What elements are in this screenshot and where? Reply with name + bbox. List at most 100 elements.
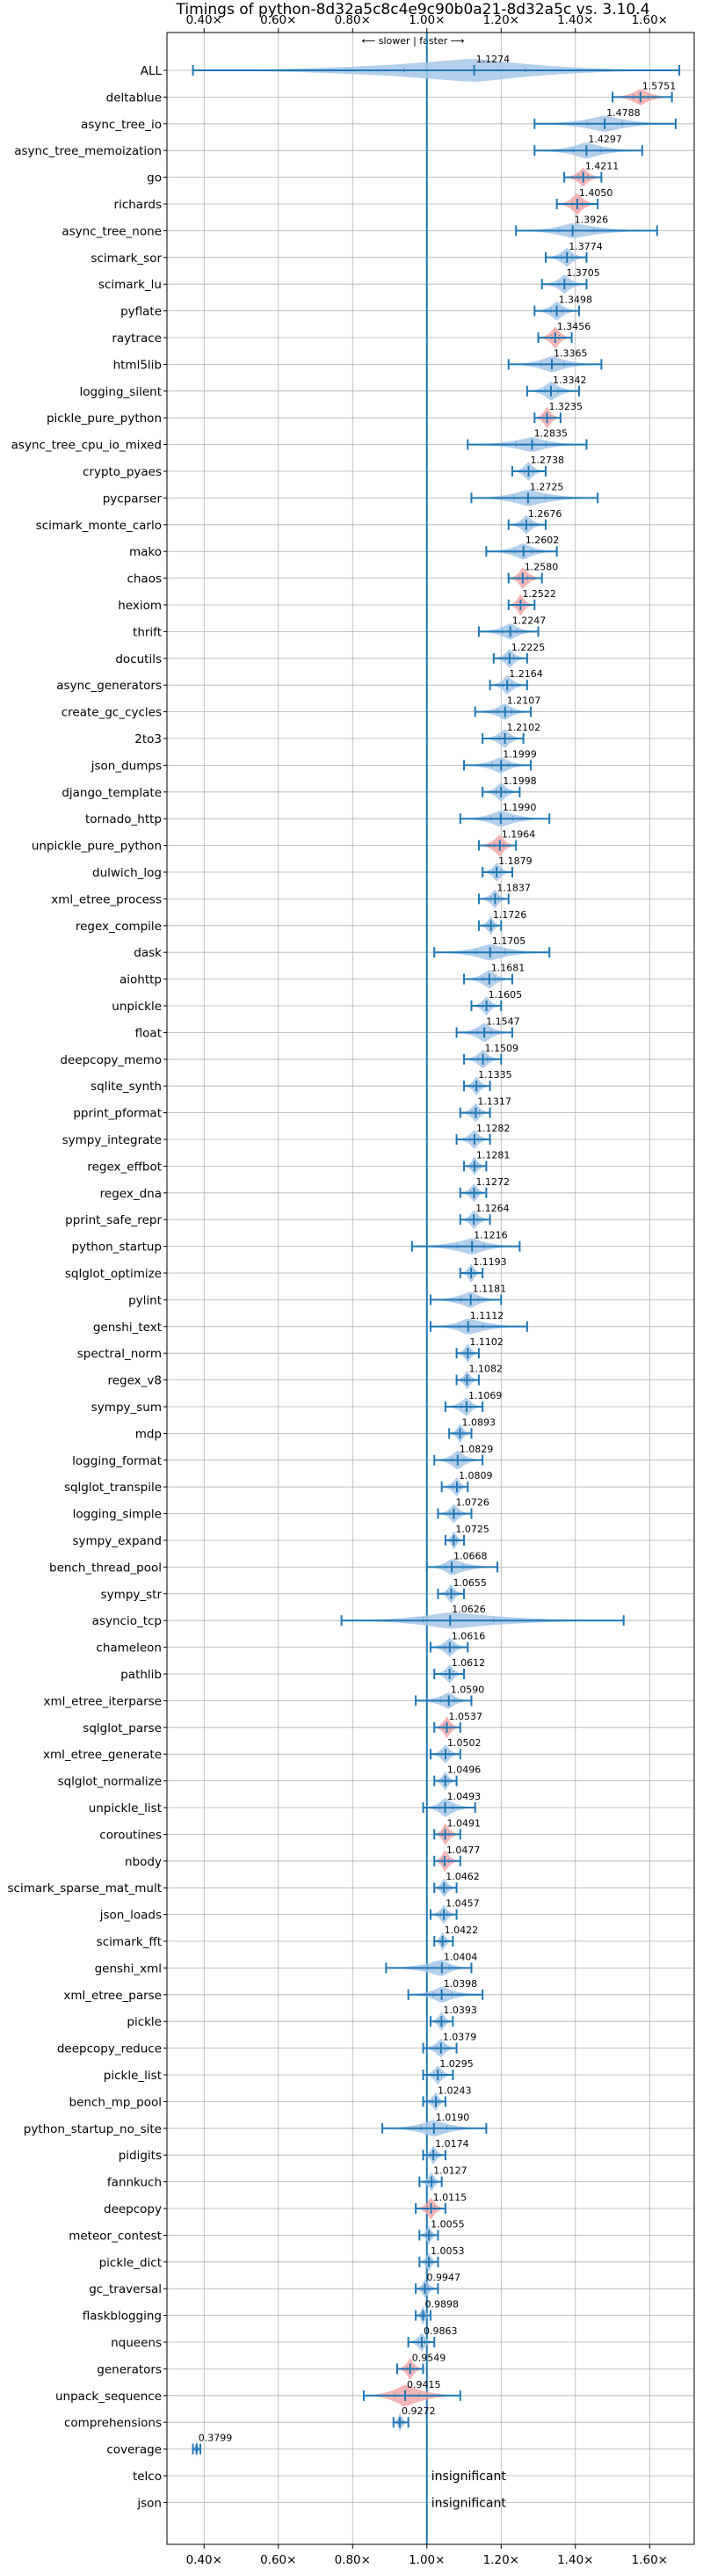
benchmark-label: scimark_fft (97, 1935, 162, 1949)
median-value-label: 1.1082 (468, 1364, 503, 1375)
benchmark-label: sqlglot_transpile (64, 1481, 162, 1495)
benchmark-label: dask (134, 946, 162, 960)
x-tick-label-bottom: 1.20× (483, 2553, 519, 2567)
benchmark-row: sqlglot_normalize 1.0496 (58, 1765, 482, 1791)
benchmark-row: docutils 1.2225 (115, 642, 545, 668)
benchmark-row: unpickle_pure_python 1.1964 (32, 829, 535, 856)
benchmark-row: xml_etree_process 1.1837 (51, 882, 531, 909)
benchmark-row: mdp 1.0893 (135, 1416, 496, 1444)
benchmark-label: xml_etree_process (51, 892, 162, 906)
benchmark-label: deltablue (106, 91, 162, 105)
median-value-label: 1.1837 (496, 882, 531, 893)
median-value-label: 1.0462 (446, 1871, 480, 1882)
benchmark-row: scimark_monte_carlo 1.2676 (36, 508, 562, 535)
median-value-label: 1.1705 (492, 935, 526, 947)
benchmark-row: pickle_list 1.0295 (104, 2058, 474, 2085)
benchmark-row: crypto_pyaes 1.2738 (83, 455, 564, 481)
benchmark-label: richards (114, 198, 162, 212)
benchmark-label: scimark_sparse_mat_mult (8, 1881, 162, 1896)
benchmark-label: bench_mp_pool (69, 2095, 162, 2109)
benchmark-label: python_startup_no_site (24, 2122, 162, 2136)
benchmark-label: pprint_pformat (73, 1107, 162, 1121)
benchmark-row: genshi_xml 1.0404 (95, 1951, 478, 1976)
median-value-label: 1.3705 (566, 267, 600, 279)
median-value-label: 1.1335 (478, 1069, 512, 1081)
benchmark-row: regex_effbot 1.1281 (87, 1149, 510, 1176)
benchmark-row: pickle_pure_python 1.3235 (47, 401, 583, 429)
median-value-label: 1.0612 (452, 1657, 486, 1669)
benchmark-row: pathlib 1.0612 (120, 1657, 485, 1684)
benchmark-label: sqlglot_optimize (65, 1267, 162, 1281)
benchmark-label: logging_simple (73, 1508, 162, 1522)
benchmark-row: spectral_norm 1.1102 (77, 1336, 504, 1363)
benchmark-label: thrift (133, 625, 162, 639)
x-tick-label-bottom: 0.40× (186, 2553, 222, 2567)
benchmark-label: django_template (62, 786, 162, 800)
benchmark-row: pycparser 1.2725 (103, 481, 599, 506)
benchmark-row: sympy_expand 1.0725 (72, 1524, 489, 1550)
plot-frame (166, 32, 695, 2545)
benchmark-label: spectral_norm (77, 1347, 162, 1361)
benchmark-row: dulwich_log 1.1879 (92, 855, 533, 882)
benchmark-label: genshi_text (93, 1321, 162, 1335)
benchmark-row: scimark_lu 1.3705 (98, 267, 600, 294)
median-value-label: 1.2102 (507, 722, 541, 733)
benchmark-row: comprehensions 0.9272 (64, 2405, 436, 2432)
benchmark-row: go 1.4211 (147, 161, 619, 187)
benchmark-label: chameleon (96, 1641, 162, 1655)
benchmark-row: xml_etree_iterparse 1.0590 (44, 1684, 484, 1709)
benchmark-row: deepcopy 1.0115 (104, 2192, 467, 2220)
median-value-label: 0.9272 (402, 2405, 436, 2417)
benchmark-label: pathlib (120, 1668, 162, 1682)
benchmark-label: pickle_list (104, 2069, 162, 2083)
median-value-label: 1.0829 (460, 1444, 494, 1455)
median-value-label: 1.0127 (433, 2165, 467, 2177)
insignificant-label: insignificant (431, 2496, 507, 2510)
benchmark-label: python_startup (71, 1241, 162, 1255)
median-value-label: 1.0496 (447, 1765, 482, 1776)
median-value-label: 1.0295 (439, 2058, 474, 2070)
median-value-label: 1.2107 (507, 695, 541, 707)
benchmark-label: coroutines (99, 1828, 162, 1842)
direction-note: ⟵ slower | faster ⟶ (362, 35, 465, 47)
benchmark-row: html5lib 1.3365 (113, 347, 603, 373)
x-tick-label-top: 0.60× (260, 13, 296, 27)
benchmark-row: pylint 1.1181 (128, 1283, 506, 1308)
x-axis-ticks: 0.40× 0.40× 0.60× 0.60× 0.80× 0.80× 1.00× 1.00×… (186, 13, 668, 2567)
benchmark-label: xml_etree_generate (43, 1748, 162, 1762)
benchmark-label: pickle_pure_python (47, 411, 162, 426)
benchmark-row: unpack_sequence 0.9415 (55, 2379, 461, 2406)
chart-title: Timings of python-8d32a5c8c4e9c90b0a21-8… (176, 1, 650, 18)
median-value-label: 1.0491 (447, 1817, 482, 1829)
benchmark-row: generators 0.9549 (97, 2352, 446, 2380)
median-value-label: 1.0668 (453, 1550, 488, 1561)
benchmark-label: xml_etree_iterparse (44, 1694, 163, 1708)
benchmark-row: sympy_integrate 1.1282 (62, 1123, 510, 1149)
median-value-label: 1.1102 (469, 1336, 504, 1348)
median-value-label: 1.0477 (446, 1845, 481, 1856)
benchmark-label: asyncio_tcp (92, 1614, 162, 1628)
benchmark-label: regex_effbot (87, 1160, 162, 1174)
benchmark-label: docutils (115, 652, 162, 666)
median-value-label: 1.0174 (435, 2138, 469, 2150)
median-value-label: 1.0243 (438, 2085, 471, 2096)
median-value-label: 1.2247 (512, 615, 547, 626)
benchmark-label: async_tree_cpu_io_mixed (11, 439, 162, 453)
benchmark-row: logging_format 1.0829 (72, 1444, 493, 1470)
benchmark-row: deepcopy_reduce 1.0379 (57, 2032, 476, 2058)
benchmark-label: flaskblogging (83, 2310, 162, 2324)
benchmark-row: sqlglot_optimize 1.1193 (65, 1256, 507, 1283)
median-value-label: 1.1605 (489, 989, 523, 1001)
median-value-label: 1.3342 (553, 375, 587, 386)
benchmark-label: generators (97, 2362, 162, 2376)
benchmark-row: async_tree_cpu_io_mixed 1.2835 (11, 428, 588, 453)
median-value-label: 1.0115 (433, 2192, 467, 2203)
median-value-label: 1.1112 (470, 1310, 504, 1321)
benchmark-label: crypto_pyaes (83, 465, 162, 479)
median-value-label: 1.0404 (444, 1951, 478, 1962)
median-value-label: 1.3926 (575, 214, 609, 225)
benchmark-label: regex_dna (100, 1187, 162, 1201)
median-value-label: 1.1726 (493, 909, 527, 921)
median-value-label: 1.2225 (511, 642, 546, 653)
